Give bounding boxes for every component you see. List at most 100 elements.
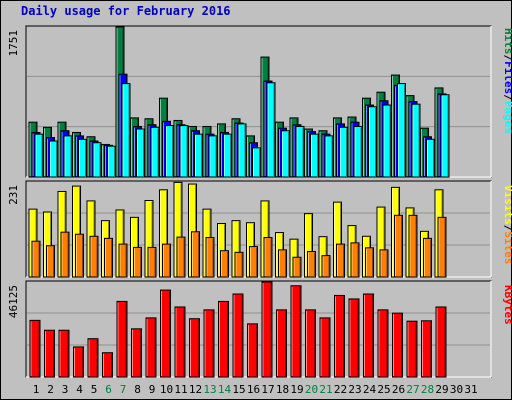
bar-kbytes-day-25 [377,309,389,378]
day-label-7: 7 [120,383,127,396]
bar-kbytes-day-15 [232,293,244,378]
day-label-11: 11 [174,383,187,396]
day-axis-labels: 1 2 3 4 5 6 7 8 9 10 11 12 13 14 15 16 17 18 19 20 21 22 23 24 2… [33,383,478,396]
bar-kbytes-day-28 [421,320,432,378]
legend-pages: Pages [502,101,512,134]
bar-sites-day-20 [307,251,316,278]
day-label-26: 26 [392,383,405,396]
bar-kbytes-day-20 [305,309,316,378]
bar-kbytes-day-16 [247,323,258,378]
legend-kbytes: KBytes [502,285,512,325]
bar-kbytes-day-21 [319,317,331,378]
bar-pages-day-21 [324,135,334,178]
day-label-13: 13 [203,383,216,396]
bar-kbytes-day-19 [290,285,302,378]
bar-sites-day-19 [292,256,302,278]
bar-kbytes-day-24 [363,293,374,378]
day-label-29: 29 [435,383,448,396]
bar-sites-day-28 [423,237,432,278]
visits-sites-panel [25,180,492,278]
bar-sites-day-13 [205,237,215,278]
bar-sites-day-21 [321,255,331,278]
bar-pages-day-8 [136,128,145,178]
bar-pages-day-24 [368,106,377,178]
bar-pages-day-26 [397,83,406,178]
bar-kbytes-day-8 [131,328,142,378]
y-max-label-hits-files-pages: 1751 [7,30,20,57]
bar-sites-day-5 [89,235,99,278]
day-label-22: 22 [334,383,347,396]
bar-kbytes-day-18 [276,309,287,378]
bar-sites-day-17 [263,237,273,278]
bar-sites-day-18 [278,249,287,278]
bar-kbytes-day-14 [218,300,229,378]
kbytes-panel [25,280,492,378]
legend-sites: Sites [502,231,512,264]
bar-kbytes-day-4 [73,346,84,378]
day-label-3: 3 [62,383,69,396]
day-label-21: 21 [319,383,332,396]
day-label-24: 24 [363,383,377,396]
y-max-labels: 1751 231 46125 [7,30,20,318]
bar-kbytes-day-29 [435,306,447,378]
bar-sites-day-22 [336,243,345,278]
day-label-4: 4 [76,383,83,396]
legend-visits-sites: Visits/Sites [502,185,512,265]
day-label-10: 10 [160,383,173,396]
day-label-6: 6 [105,383,112,396]
bar-sites-day-14 [220,250,229,278]
day-label-8: 8 [134,383,141,396]
bar-pages-day-7 [121,83,131,178]
bar-kbytes-day-13 [203,309,215,378]
day-label-16: 16 [247,383,260,396]
day-label-28: 28 [421,383,434,396]
bar-kbytes-day-9 [145,317,157,378]
bar-pages-day-16 [252,147,261,178]
bar-sites-day-10 [162,243,171,278]
bar-kbytes-day-11 [174,306,186,378]
day-label-23: 23 [348,383,361,396]
bar-pages-day-28 [426,138,435,178]
bar-kbytes-day-27 [406,320,418,378]
day-label-20: 20 [305,383,318,396]
bar-kbytes-day-23 [348,298,360,378]
bar-sites-day-12 [191,231,200,278]
bar-kbytes-day-22 [334,294,345,378]
bar-kbytes-day-5 [87,338,99,378]
bar-sites-day-11 [176,236,186,278]
bar-sites-day-24 [365,247,374,278]
bar-kbytes-day-10 [160,289,171,378]
bar-kbytes-day-12 [189,318,200,378]
bar-pages-day-29 [440,94,450,178]
bar-sites-day-27 [408,214,418,278]
bar-pages-day-23 [353,125,363,178]
bar-sites-day-26 [394,214,403,278]
legend-hits-files-pages: Hits/Files/Pages [502,28,512,134]
bar-pages-day-14 [223,133,232,178]
bar-sites-day-15 [234,251,244,278]
day-label-19: 19 [290,383,303,396]
bar-kbytes-day-6 [102,352,113,378]
bar-sites-day-1 [31,240,41,278]
bar-pages-day-19 [295,125,305,178]
y-max-label-visits-sites: 231 [7,185,20,205]
bar-pages-day-13 [208,135,218,178]
day-label-9: 9 [149,383,156,396]
bar-pages-day-10 [165,125,174,178]
bar-pages-day-2 [49,140,58,178]
bar-pages-day-1 [34,133,44,178]
bar-kbytes-day-17 [261,281,273,378]
legend-files: Files [502,61,512,94]
day-label-14: 14 [218,383,232,396]
bar-sites-day-9 [147,246,157,278]
bar-pages-day-15 [237,123,247,178]
day-label-25: 25 [377,383,390,396]
bar-sites-day-2 [46,245,55,278]
bar-pages-day-17 [266,82,276,178]
bar-pages-day-9 [150,126,160,178]
bar-pages-day-6 [107,145,116,178]
bar-sites-day-6 [104,237,113,278]
day-label-12: 12 [189,383,202,396]
day-label-5: 5 [91,383,98,396]
